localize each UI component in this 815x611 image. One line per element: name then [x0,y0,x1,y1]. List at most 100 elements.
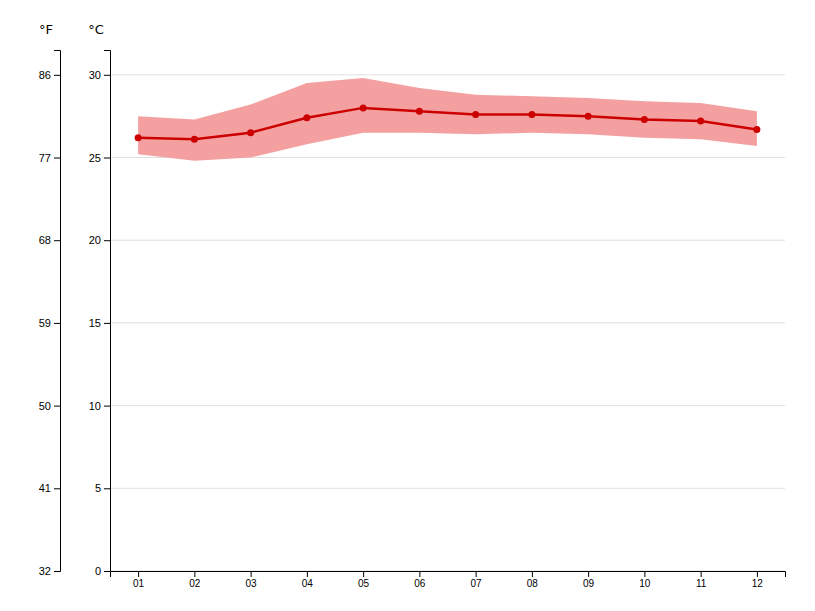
y2-tick: 59 [39,317,60,329]
y-tick-mark [104,158,110,159]
y-axis-line [104,51,111,572]
x-tick-mark [419,571,420,577]
x-tick-mark [138,571,139,577]
mean-line [138,108,757,139]
marker [528,111,535,118]
y-tick: 25 [89,152,110,164]
x-tick-label: 08 [527,578,539,589]
x-tick-label: 09 [583,578,595,589]
y2-tick: 50 [39,400,60,412]
x-tick-label: 05 [358,578,370,589]
grid-line [110,322,785,323]
x-tick-mark [757,571,758,577]
marker [585,113,592,120]
x-tick-mark [532,571,533,577]
y-tick: 20 [89,234,110,246]
x-tick-mark [644,571,645,577]
x-tick: 12 [752,571,764,589]
marker [135,134,142,141]
y2-tick: 86 [39,69,60,81]
y-tick: 0 [95,565,110,577]
x-tick-mark [194,571,195,577]
x-tick-label: 03 [246,578,258,589]
x-tick: 09 [583,571,595,589]
y2-tick: 77 [39,152,60,164]
marker [641,116,648,123]
grid-line [110,240,785,241]
y-tick-label: 5 [95,482,101,494]
x-tick-mark [251,571,252,577]
y2-tick-label: 32 [39,565,51,577]
x-tick: 04 [302,571,314,589]
y-tick-mark [104,406,110,407]
data [135,78,761,161]
x-tick: 08 [527,571,539,589]
y2-tick-label: 77 [39,152,51,164]
y2-tick: 68 [39,234,60,246]
y2-tick-mark [54,323,60,324]
x-tick: 11 [696,571,707,589]
x-tick-mark [363,571,364,577]
grid-line [110,488,785,489]
y2-tick: 41 [39,482,60,494]
x-tick-label: 01 [133,578,145,589]
x-tick: 07 [471,571,483,589]
chart: 0102030405060708091011120510152025303241… [0,0,815,611]
grid-line [110,405,785,406]
marker [191,136,198,143]
y-tick-mark [104,571,110,572]
x-tick-label: 10 [639,578,651,589]
grid [110,75,785,571]
x-axis-line [111,572,786,578]
y2-tick-label: 68 [39,234,51,246]
y2-tick-label: 50 [39,400,51,412]
y2-axis-line [54,51,61,572]
x-tick: 06 [414,571,426,589]
y-tick-label: 10 [89,400,101,412]
y2-tick-mark [54,406,60,407]
x-tick-label: 06 [414,578,426,589]
x-tick: 03 [246,571,258,589]
y-axis-title: °C [88,22,104,37]
marker [697,118,704,125]
y-tick: 10 [89,400,110,412]
y-tick-mark [104,75,110,76]
y-tick-label: 15 [89,317,101,329]
x-tick-label: 07 [471,578,483,589]
x-tick: 05 [358,571,370,589]
y2-tick-label: 59 [39,317,51,329]
x-tick-label: 12 [752,578,764,589]
y-tick-label: 25 [89,152,101,164]
x-axis: 01 02 03 04 05 06 07 08 09 10 11 12 [111,571,786,589]
y2-tick-mark [54,571,60,572]
y2-tick-label: 41 [39,482,51,494]
marker [416,108,423,115]
plot: 0102030405060708091011120510152025303241… [39,22,786,589]
marker [472,111,479,118]
marker [247,129,254,136]
y-tick: 15 [89,317,110,329]
y2-tick-mark [54,158,60,159]
y-tick-mark [104,323,110,324]
y-axis: 0 5 10 15 20 25 30 [89,51,111,578]
y2-tick-mark [54,240,60,241]
y-tick: 30 [89,69,110,81]
marker [360,104,367,111]
y2-tick: 32 [39,565,60,577]
marker [753,126,760,133]
x-tick-mark [588,571,589,577]
x-tick: 02 [189,571,201,589]
x-tick-label: 04 [302,578,314,589]
x-tick-mark [476,571,477,577]
y2-tick-mark [54,488,60,489]
y-tick-label: 0 [95,565,101,577]
y2-axis: 32 41 50 59 68 77 86 [39,51,61,578]
y-tick: 5 [95,482,110,494]
x-tick-label: 02 [189,578,201,589]
x-tick-mark [701,571,702,577]
marker [303,114,310,121]
y2-axis-title: °F [39,22,53,37]
y-tick-mark [104,488,110,489]
grid-line [110,74,785,75]
y-tick-label: 20 [89,234,101,246]
